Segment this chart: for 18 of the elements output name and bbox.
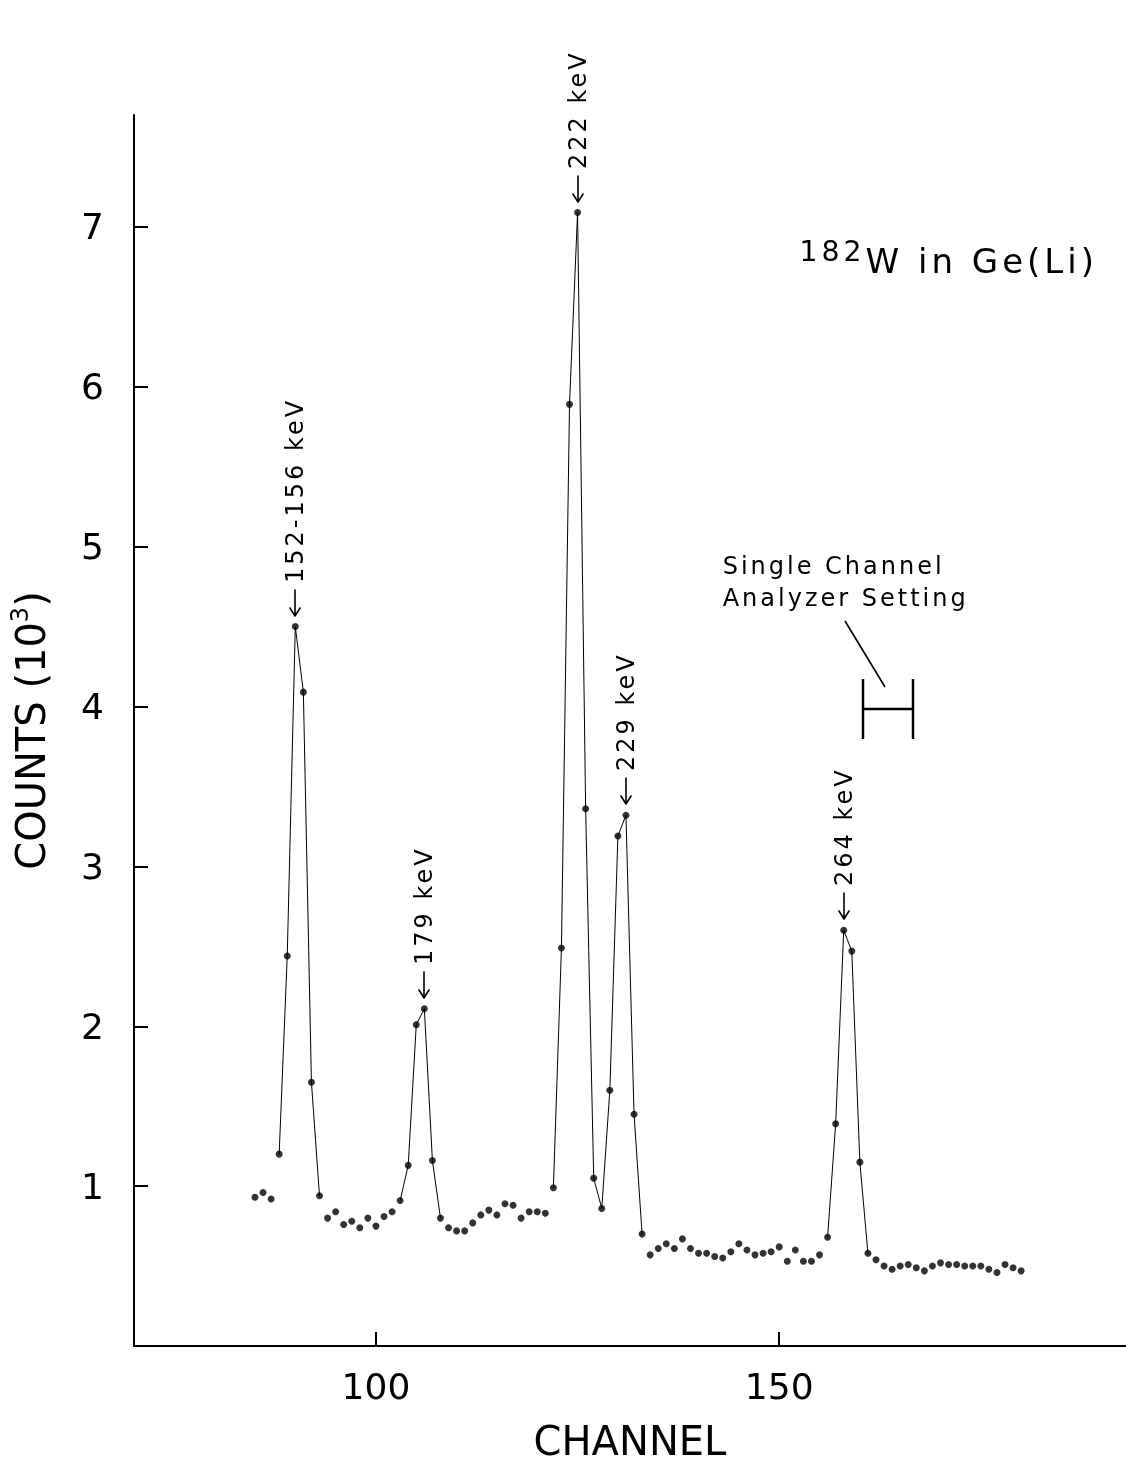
annotation: 222 keV xyxy=(563,49,592,169)
x-tick-label: 100 xyxy=(341,1365,411,1407)
y-tick-label: 4 xyxy=(81,686,104,728)
y-tick-label: 2 xyxy=(81,1005,104,1047)
x-axis-title: CHANNEL xyxy=(533,1418,728,1464)
annotation: 229 keV xyxy=(611,652,640,772)
x-tick-label: 150 xyxy=(744,1365,814,1407)
y-tick-label: 1 xyxy=(81,1165,104,1207)
annotation: Single Channel Analyzer Setting xyxy=(722,550,970,615)
annotation: 152-156 keV xyxy=(281,397,310,583)
annotation: 264 keV xyxy=(829,767,858,887)
y-tick-label: 5 xyxy=(81,526,104,568)
y-tick-label: 6 xyxy=(81,366,104,408)
y-axis-title: COUNTS (103) xyxy=(6,591,54,870)
annotation: $^{182}$W in Ge(Li) xyxy=(799,235,1098,282)
y-tick-label: 7 xyxy=(81,206,104,248)
y-tick-label: 3 xyxy=(81,845,104,887)
annotation: 179 keV xyxy=(410,846,439,965)
